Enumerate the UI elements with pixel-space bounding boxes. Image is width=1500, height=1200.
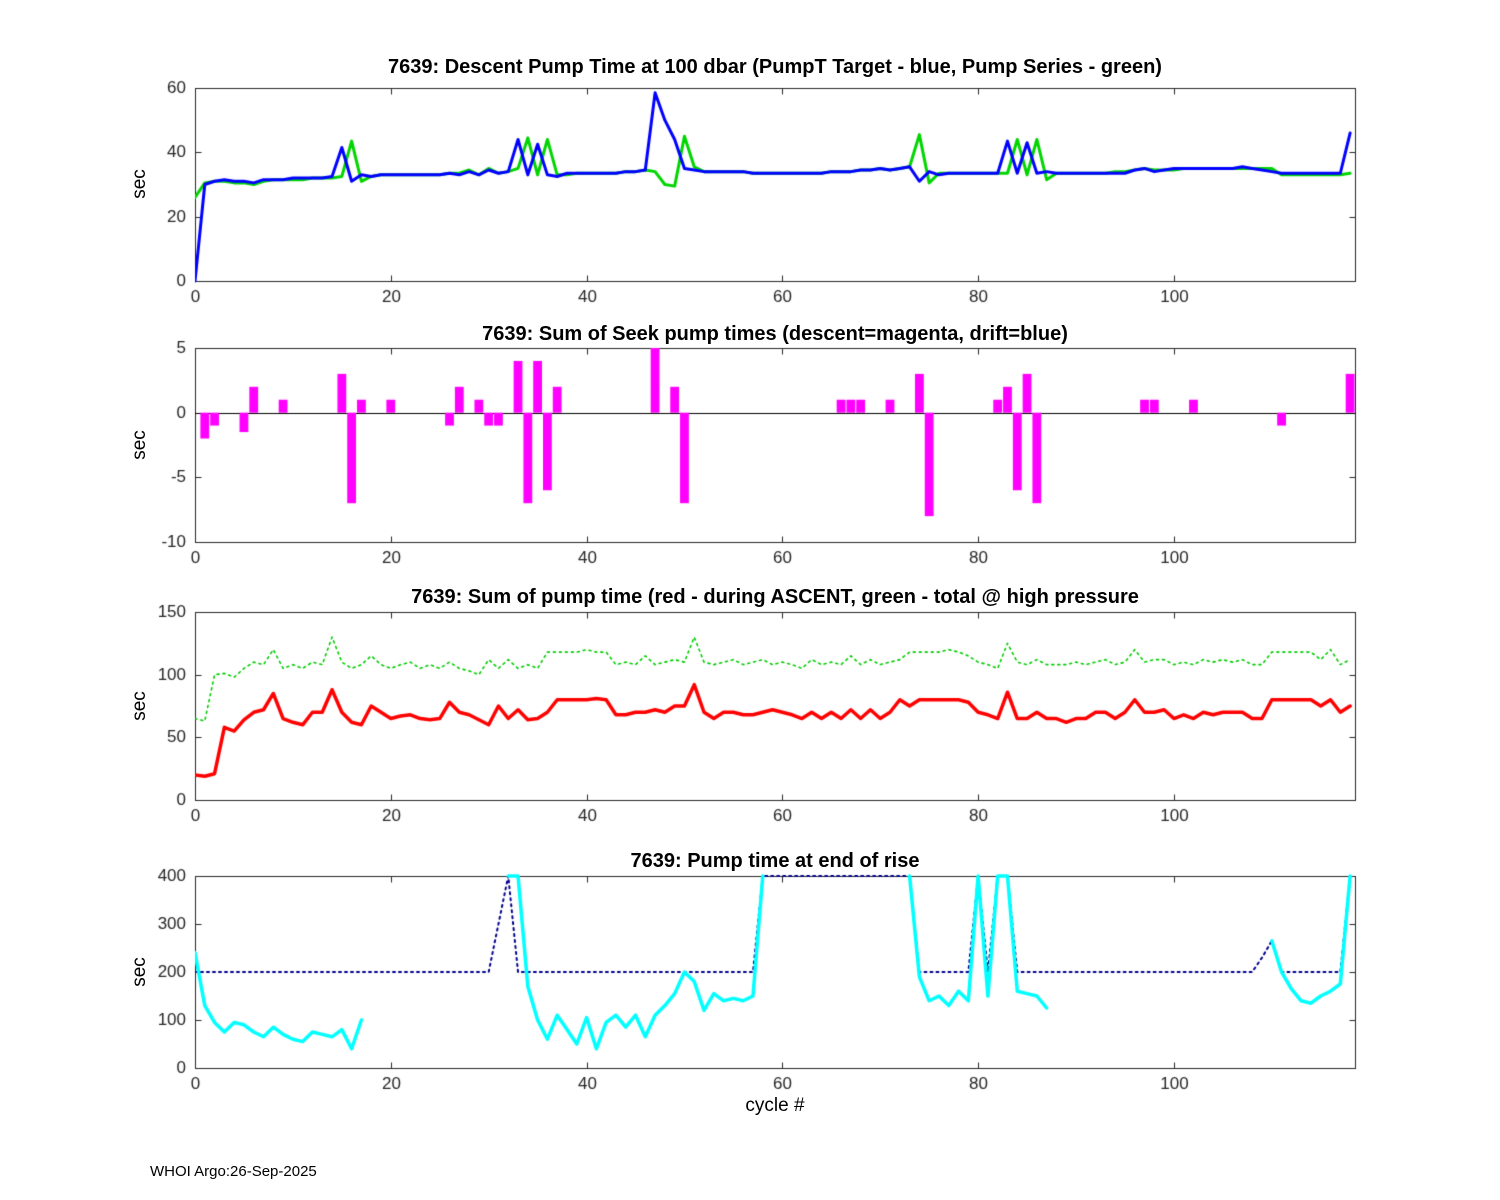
subplot4-ylabel: sec [129,957,150,987]
subplot2-title: 7639: Sum of Seek pump times (descent=ma… [482,323,1068,345]
subplot1-ylabel: sec [129,169,150,199]
subplot3-title: 7639: Sum of pump time (red - during ASC… [411,586,1139,608]
subplot1-title: 7639: Descent Pump Time at 100 dbar (Pum… [388,56,1162,78]
footer-annotation: WHOI Argo:26-Sep-2025 [150,1163,317,1180]
subplot4-title: 7639: Pump time at end of rise [630,850,920,872]
subplot2-ylabel: sec [129,430,150,460]
x-axis-label: cycle # [745,1095,805,1116]
subplot3-ylabel: sec [129,691,150,721]
